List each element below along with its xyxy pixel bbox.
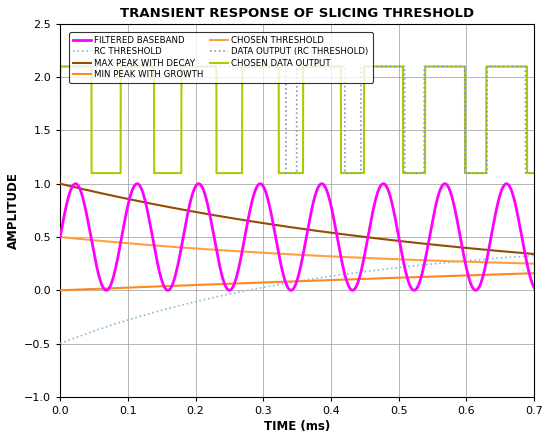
Legend: FILTERED BASEBAND, RC THRESHOLD, MAX PEAK WITH DECAY, MIN PEAK WITH GROWTH, CHOS: FILTERED BASEBAND, RC THRESHOLD, MAX PEA… <box>69 32 373 83</box>
X-axis label: TIME (ms): TIME (ms) <box>264 420 331 433</box>
Y-axis label: AMPLITUDE: AMPLITUDE <box>7 172 20 249</box>
Title: TRANSIENT RESPONSE OF SLICING THRESHOLD: TRANSIENT RESPONSE OF SLICING THRESHOLD <box>120 7 474 20</box>
